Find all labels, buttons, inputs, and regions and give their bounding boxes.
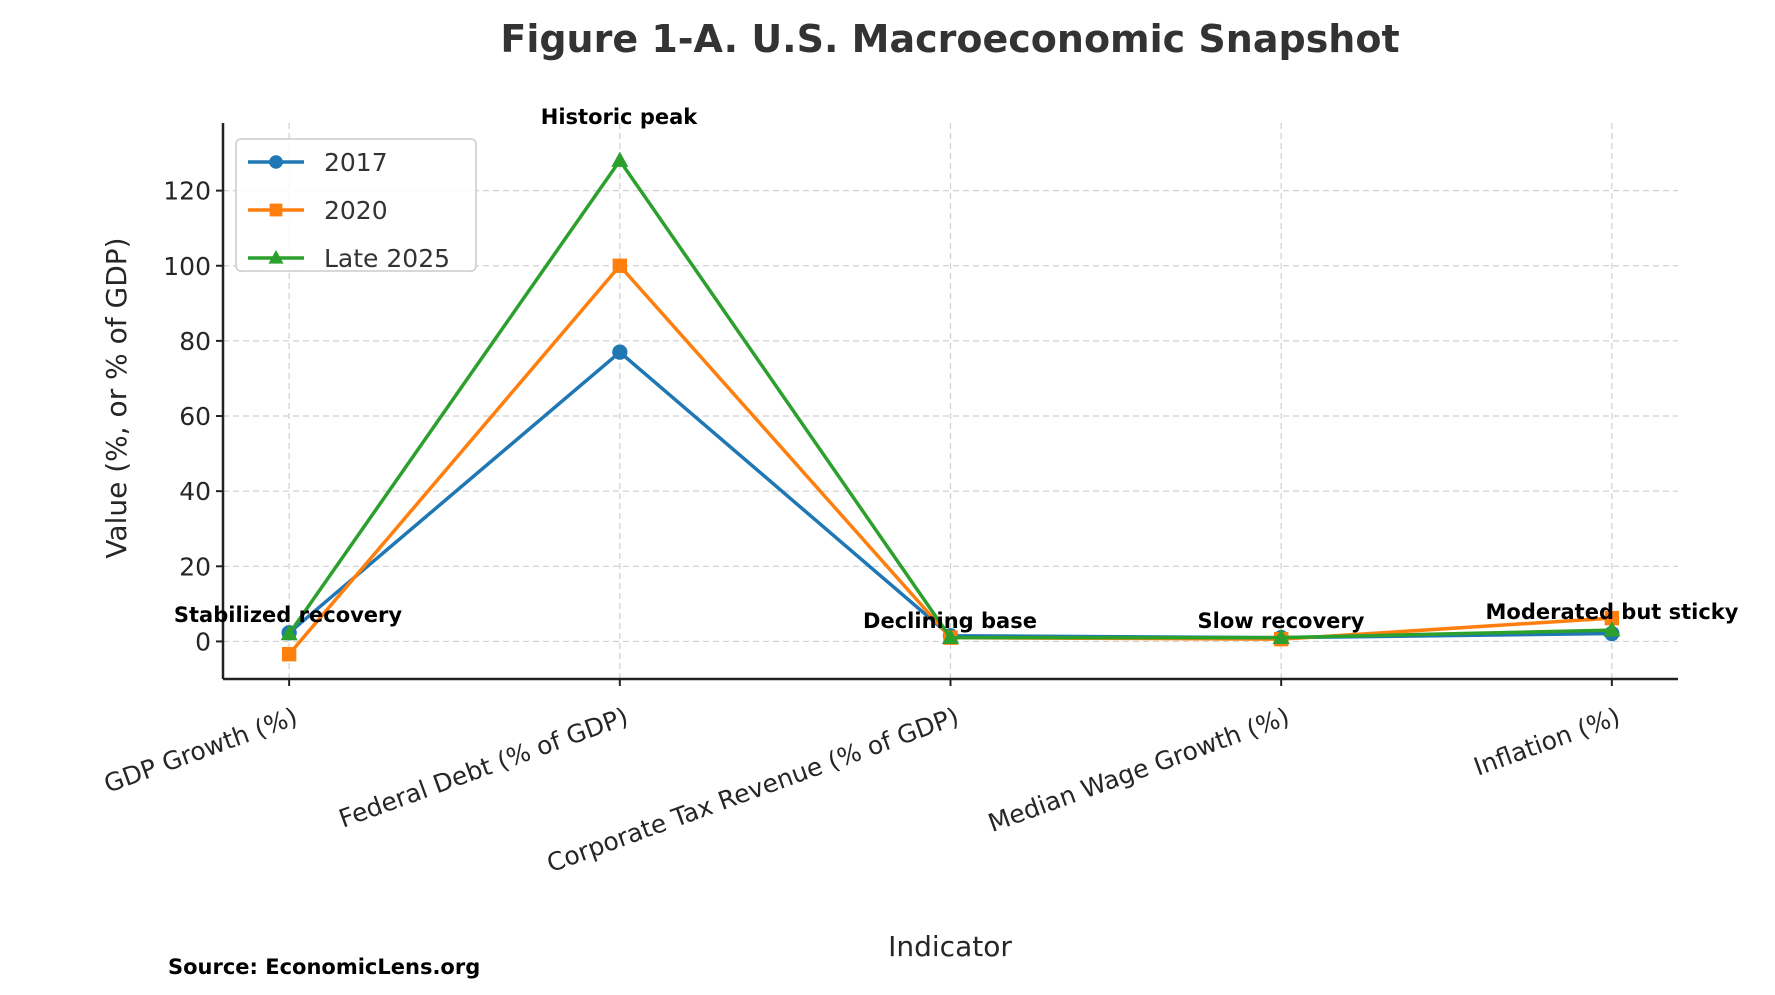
y-tick-label: 120	[163, 177, 211, 206]
source-note: Source: EconomicLens.org	[168, 955, 480, 979]
legend-entry: 2017	[248, 148, 388, 177]
annotation-label: Slow recovery	[1198, 609, 1365, 633]
x-tick-label: Federal Debt (% of GDP)	[335, 702, 632, 834]
data-point	[612, 344, 628, 360]
x-tick-label: Median Wage Growth (%)	[984, 702, 1293, 838]
y-tick-label: 80	[179, 327, 211, 356]
y-tick-label: 40	[179, 477, 211, 506]
chart-title: Figure 1-A. U.S. Macroeconomic Snapshot	[500, 17, 1399, 61]
y-tick-label: 100	[163, 252, 211, 281]
y-tick-label: 0	[195, 627, 211, 656]
data-point	[280, 624, 298, 641]
x-axis-label: Indicator	[888, 930, 1012, 963]
annotation-label: Historic peak	[541, 105, 698, 129]
series-late-2025	[280, 151, 1621, 644]
legend-marker	[268, 250, 284, 264]
legend-box	[235, 138, 477, 272]
annotation-label: Declining base	[863, 609, 1037, 633]
data-point	[1272, 628, 1290, 644]
annotation-label: Stabilized recovery	[174, 603, 403, 627]
legend-label: 2020	[324, 196, 388, 225]
data-point	[1603, 621, 1621, 637]
data-point	[941, 628, 960, 644]
legend-label: 2017	[324, 148, 388, 177]
y-tick-label: 60	[179, 402, 211, 431]
legend-marker	[269, 155, 283, 169]
legend-label: Late 2025	[324, 244, 450, 273]
x-tick-label: GDP Growth (%)	[100, 702, 301, 799]
series-group	[280, 151, 1621, 662]
legend: 2017 2020 Late 2025	[235, 138, 477, 273]
annotations: Stabilized recovery Historic peak Declinin…	[174, 105, 1739, 633]
legend-marker	[269, 203, 283, 217]
data-point	[612, 258, 628, 273]
annotation-label: Moderated but sticky	[1486, 600, 1739, 624]
data-point	[611, 151, 629, 167]
legend-entry: 2020	[248, 196, 388, 225]
data-point	[1604, 610, 1620, 626]
x-tick-label: Inflation (%)	[1470, 702, 1624, 782]
data-point	[281, 647, 297, 662]
y-tick-label: 20	[179, 552, 211, 581]
y-axis-label: Value (%, or % of GDP)	[100, 237, 133, 558]
legend-entry: Late 2025	[248, 244, 450, 273]
